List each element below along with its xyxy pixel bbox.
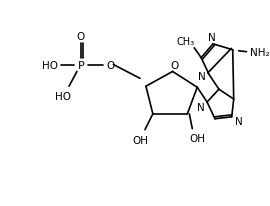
Text: N: N (198, 72, 206, 82)
Text: P: P (77, 60, 84, 70)
Text: O: O (170, 60, 179, 70)
Text: N: N (235, 116, 242, 126)
Text: O: O (106, 60, 114, 70)
Text: OH: OH (132, 136, 148, 146)
Text: N: N (197, 102, 205, 112)
Text: O: O (77, 32, 85, 42)
Text: NH₂: NH₂ (249, 48, 269, 57)
Text: HO: HO (42, 60, 58, 70)
Text: HO: HO (55, 92, 71, 102)
Text: OH: OH (189, 134, 205, 144)
Text: N: N (208, 33, 216, 43)
Text: CH₃: CH₃ (176, 37, 194, 47)
